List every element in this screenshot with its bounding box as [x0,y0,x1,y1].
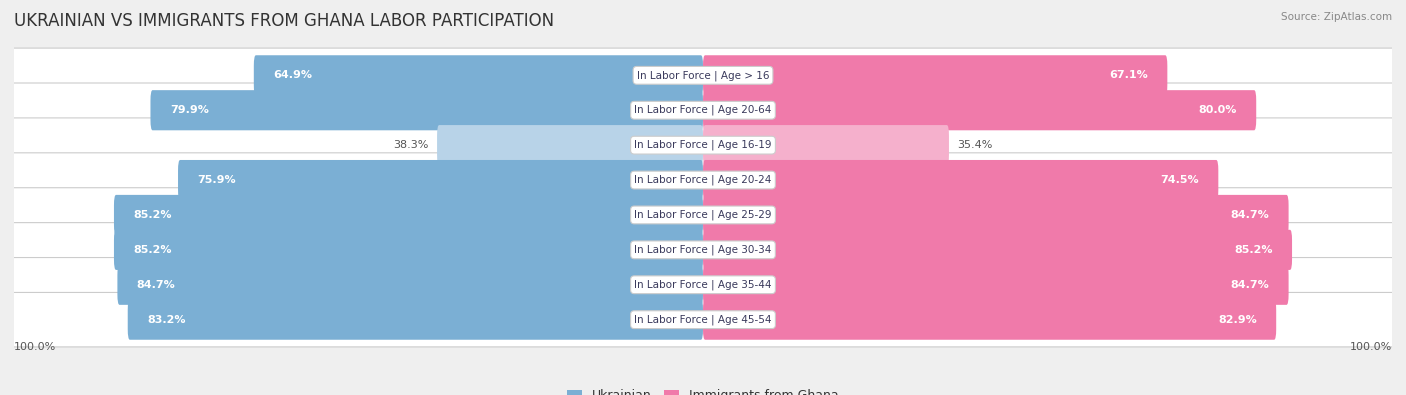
FancyBboxPatch shape [13,223,1393,277]
Text: 80.0%: 80.0% [1198,105,1237,115]
FancyBboxPatch shape [703,265,1289,305]
Text: Source: ZipAtlas.com: Source: ZipAtlas.com [1281,12,1392,22]
FancyBboxPatch shape [114,230,703,270]
Text: In Labor Force | Age 16-19: In Labor Force | Age 16-19 [634,140,772,150]
FancyBboxPatch shape [13,48,1393,103]
FancyBboxPatch shape [703,125,949,165]
FancyBboxPatch shape [150,90,703,130]
Text: 84.7%: 84.7% [136,280,176,290]
FancyBboxPatch shape [254,55,703,96]
Text: 85.2%: 85.2% [134,245,172,255]
Text: 64.9%: 64.9% [273,70,312,80]
Text: In Labor Force | Age 45-54: In Labor Force | Age 45-54 [634,314,772,325]
Text: 74.5%: 74.5% [1160,175,1199,185]
FancyBboxPatch shape [13,292,1393,347]
FancyBboxPatch shape [703,160,1219,200]
Text: In Labor Force | Age 35-44: In Labor Force | Age 35-44 [634,280,772,290]
FancyBboxPatch shape [13,258,1393,312]
Legend: Ukrainian, Immigrants from Ghana: Ukrainian, Immigrants from Ghana [562,384,844,395]
FancyBboxPatch shape [117,265,703,305]
Text: In Labor Force | Age 20-24: In Labor Force | Age 20-24 [634,175,772,185]
Text: 85.2%: 85.2% [134,210,172,220]
FancyBboxPatch shape [13,153,1393,207]
Text: UKRAINIAN VS IMMIGRANTS FROM GHANA LABOR PARTICIPATION: UKRAINIAN VS IMMIGRANTS FROM GHANA LABOR… [14,12,554,30]
Text: 85.2%: 85.2% [1234,245,1272,255]
Text: In Labor Force | Age > 16: In Labor Force | Age > 16 [637,70,769,81]
Text: In Labor Force | Age 25-29: In Labor Force | Age 25-29 [634,210,772,220]
FancyBboxPatch shape [128,299,703,340]
FancyBboxPatch shape [703,195,1289,235]
Text: In Labor Force | Age 20-64: In Labor Force | Age 20-64 [634,105,772,115]
FancyBboxPatch shape [703,230,1292,270]
FancyBboxPatch shape [703,55,1167,96]
Text: In Labor Force | Age 30-34: In Labor Force | Age 30-34 [634,245,772,255]
Text: 67.1%: 67.1% [1109,70,1149,80]
Text: 100.0%: 100.0% [1350,342,1392,352]
Text: 83.2%: 83.2% [148,315,186,325]
FancyBboxPatch shape [13,118,1393,172]
FancyBboxPatch shape [179,160,703,200]
Text: 35.4%: 35.4% [957,140,993,150]
Text: 84.7%: 84.7% [1230,280,1270,290]
Text: 100.0%: 100.0% [14,342,56,352]
Text: 38.3%: 38.3% [394,140,429,150]
FancyBboxPatch shape [13,188,1393,242]
Text: 84.7%: 84.7% [1230,210,1270,220]
FancyBboxPatch shape [13,83,1393,137]
Text: 82.9%: 82.9% [1218,315,1257,325]
FancyBboxPatch shape [437,125,703,165]
Text: 75.9%: 75.9% [197,175,236,185]
Text: 79.9%: 79.9% [170,105,208,115]
FancyBboxPatch shape [703,90,1256,130]
FancyBboxPatch shape [114,195,703,235]
FancyBboxPatch shape [703,299,1277,340]
